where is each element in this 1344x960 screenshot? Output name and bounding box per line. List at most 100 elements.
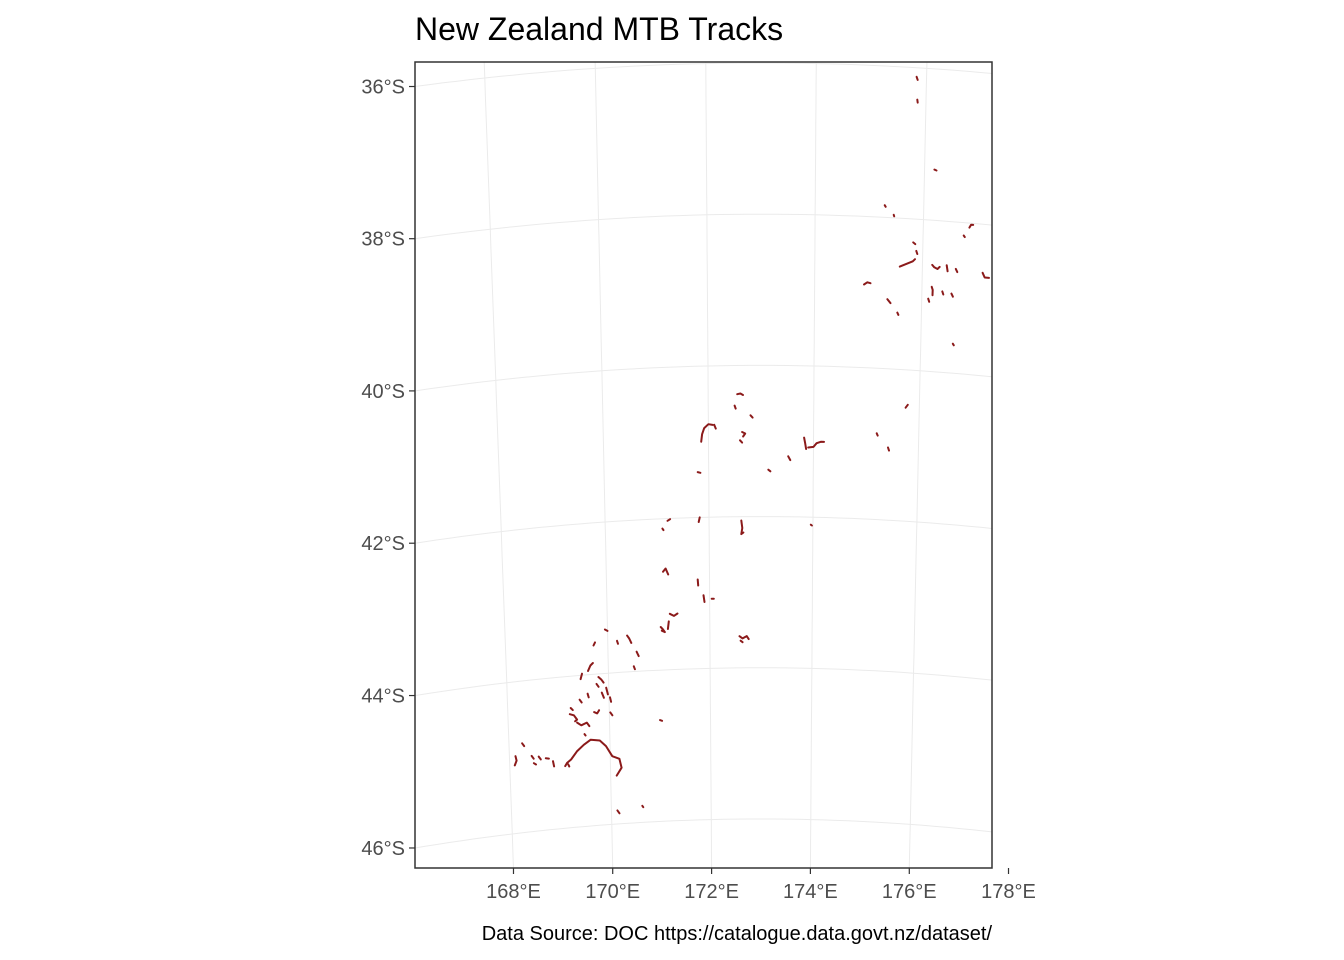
- mtb-track-72: [576, 721, 591, 728]
- mtb-track-80: [532, 762, 537, 766]
- y-tick-label-42: 42°S: [361, 533, 405, 555]
- mtb-track-68: [569, 707, 574, 712]
- mtb-track-85: [641, 804, 645, 809]
- mtb-track-74: [659, 719, 664, 722]
- mtb-track-51: [738, 635, 750, 641]
- mtb-track-25: [736, 392, 744, 396]
- mtb-track-43: [809, 523, 813, 527]
- panel-background: [415, 62, 992, 868]
- mtb-track-12: [931, 263, 941, 270]
- mtb-track-77: [530, 754, 535, 760]
- mtb-track-45: [696, 578, 700, 587]
- mtb-track-46: [702, 594, 706, 603]
- y-tick-label-44: 44°S: [361, 686, 405, 708]
- parallel-38: [415, 213, 992, 240]
- mtb-track-49: [666, 620, 670, 630]
- mtb-track-20: [927, 297, 931, 303]
- mtb-track-5: [892, 213, 896, 218]
- mtb-track-23: [951, 342, 955, 347]
- mtb-track-54: [592, 641, 596, 647]
- mtb-track-3: [933, 168, 938, 172]
- mtb-track-6: [968, 223, 975, 229]
- mtb-track-60: [579, 672, 583, 681]
- y-tick-label-40: 40°S: [361, 381, 405, 403]
- mtb-track-39: [697, 516, 701, 523]
- mtb-track-8: [1030, 239, 1034, 243]
- mtb-track-17: [930, 285, 934, 297]
- mtb-track-26: [733, 404, 737, 410]
- mtb-track-35: [887, 446, 890, 452]
- mtb-track-78: [537, 755, 542, 761]
- parallel-46: [415, 818, 992, 849]
- mtb-track-7: [962, 234, 966, 239]
- mtb-track-18: [941, 290, 945, 296]
- x-tick-label-178: 178°E: [981, 881, 1036, 903]
- y-tick-label-36: 36°S: [361, 77, 405, 99]
- mtb-track-50: [659, 626, 666, 634]
- mtb-track-38: [696, 471, 702, 474]
- mtb-track-4: [883, 204, 887, 208]
- mtb-track-33: [807, 440, 825, 449]
- axes: 168°E 170°E 172°E 174°E 176°E 178°E 36°S 38°S 40…: [361, 77, 1035, 903]
- mtb-track-40: [666, 518, 672, 522]
- mtb-track-13: [945, 264, 949, 273]
- mtb-track-67: [578, 698, 583, 704]
- mtb-track-58: [632, 665, 636, 671]
- mtb-track-81: [552, 760, 556, 768]
- mtb-track-62: [595, 682, 600, 688]
- map-title: New Zealand MTB Tracks: [415, 11, 783, 47]
- mtb-track-70: [593, 709, 601, 715]
- mtb-track-63: [600, 691, 605, 699]
- mtb-track-16: [863, 281, 872, 286]
- mtb-track-24: [904, 403, 909, 409]
- meridian-168: [483, 62, 514, 868]
- mtb-track-75: [521, 742, 526, 748]
- mtb-track-29: [713, 423, 717, 430]
- mtb-track-57: [635, 650, 640, 658]
- parallel-44: [415, 667, 992, 697]
- mtb-track-61: [597, 676, 605, 684]
- y-tick-label-38: 38°S: [361, 229, 405, 251]
- mtb-track-22: [896, 311, 900, 316]
- mtb-track-42: [740, 519, 745, 536]
- mtb-track-34: [875, 432, 879, 437]
- x-tick-label-168: 168°E: [486, 881, 541, 903]
- y-tick-label-46: 46°S: [361, 838, 405, 860]
- x-tick-label-170: 170°E: [585, 881, 640, 903]
- mtb-track-1: [915, 75, 919, 81]
- mtb-track-9: [912, 241, 917, 246]
- mtb-track-52: [739, 639, 744, 644]
- meridian-178: [1007, 2, 1040, 909]
- mtb-track-11: [898, 258, 916, 268]
- mtb-track-15: [981, 271, 990, 279]
- mtb-track-76: [513, 755, 518, 767]
- mtb-track-21: [886, 298, 892, 305]
- mtb-track-71: [609, 711, 614, 717]
- data-source-caption: Data Source: DOC https://catalogue.data.…: [482, 923, 993, 945]
- mtb-track-28: [700, 423, 714, 443]
- meridian-176: [908, 62, 928, 868]
- mtb-track-41: [661, 527, 665, 532]
- mtb-track-31: [739, 439, 744, 444]
- mtb-track-65: [609, 696, 613, 703]
- x-tick-label-176: 176°E: [882, 881, 937, 903]
- mtb-track-53: [603, 628, 609, 632]
- mtb-track-59: [587, 662, 594, 672]
- mtb-track-19: [950, 292, 954, 298]
- graticule: [415, 2, 1040, 909]
- meridian-174: [809, 62, 817, 868]
- panel-border: [414, 61, 993, 869]
- mtb-track-83: [567, 763, 571, 768]
- meridian-172: [705, 62, 713, 868]
- meridian-170: [594, 62, 614, 868]
- mtb-track-44: [662, 567, 670, 576]
- mtb-track-32: [803, 436, 808, 450]
- mtb-track-82: [564, 738, 623, 777]
- parallel-40: [415, 364, 992, 392]
- mtb-track-66: [586, 692, 590, 699]
- mtb-track-30: [741, 431, 747, 438]
- mtb-track-56: [626, 634, 633, 644]
- mtb-track-14: [954, 267, 959, 274]
- mtb-track-64: [605, 686, 609, 696]
